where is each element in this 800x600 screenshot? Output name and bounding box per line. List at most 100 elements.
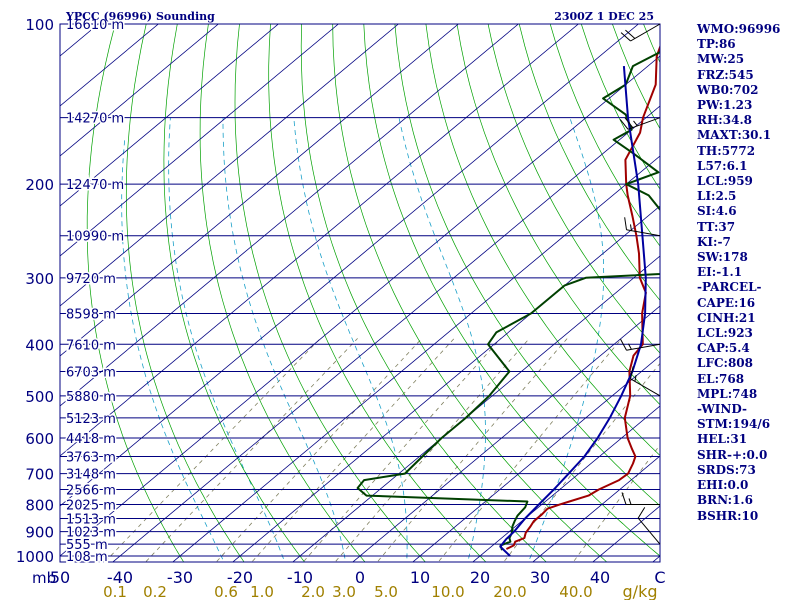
isotherm bbox=[472, 405, 660, 562]
pressure-tick-label: 1000 bbox=[16, 548, 54, 566]
index-line: FRZ:545 bbox=[697, 67, 754, 82]
index-line: STM:194/6 bbox=[697, 417, 771, 432]
background-grid bbox=[60, 24, 660, 562]
wind-barbs bbox=[619, 23, 661, 545]
wind-barb bbox=[630, 366, 661, 397]
mixing-ratio-label: 40.0 bbox=[559, 583, 592, 600]
mixing-ratio-line bbox=[437, 338, 623, 562]
index-line: WMO:96996 bbox=[697, 22, 781, 36]
temp-tick-label: -30 bbox=[167, 568, 193, 587]
wind-barb-flag bbox=[630, 366, 634, 379]
mixing-ratio-label: 20.0 bbox=[493, 583, 526, 600]
wind-barb-staff bbox=[630, 378, 661, 397]
temperature-trace bbox=[505, 44, 660, 550]
temp-tick-label: 40 bbox=[590, 568, 610, 587]
height-label: 3148 m bbox=[66, 468, 116, 483]
indices-panel: WMO:96996 TP:86 MW:25 FRZ:545 WB0:702 PW:1.23… bbox=[697, 22, 797, 524]
height-label: 555 m bbox=[66, 538, 108, 553]
dry-adiabat bbox=[363, 24, 660, 557]
index-line: EL:768 bbox=[697, 371, 745, 386]
mixing-ratio-line bbox=[251, 338, 455, 562]
wind-barb-half-flag bbox=[628, 498, 632, 505]
index-line: WB0:702 bbox=[697, 82, 759, 97]
index-line: KI:-7 bbox=[697, 234, 731, 249]
index-line: HEL:31 bbox=[697, 432, 748, 447]
height-label: 1023 m bbox=[66, 526, 116, 541]
chart-time: 2300Z 1 DEC 25 bbox=[554, 10, 654, 23]
height-label: 2566 m bbox=[66, 484, 116, 499]
temp-tick-label: 30 bbox=[530, 568, 550, 587]
dry-adiabat bbox=[549, 24, 660, 247]
wind-barb-flag bbox=[624, 117, 634, 128]
temp-tick-label: 20 bbox=[470, 568, 490, 587]
height-label: 10990 m bbox=[66, 230, 124, 245]
height-label: 2025 m bbox=[66, 498, 116, 513]
index-line: CAPE:16 bbox=[697, 295, 756, 310]
mixing-ratio-label: 3.0 bbox=[332, 583, 356, 600]
pressure-tick-label: 800 bbox=[25, 496, 54, 514]
pressure-tick-label: 200 bbox=[25, 176, 54, 194]
wind-barb-staff bbox=[627, 117, 661, 130]
isotherm bbox=[60, 24, 519, 407]
pressure-tick-label: 600 bbox=[25, 430, 54, 448]
index-line: SRDS:73 bbox=[697, 462, 756, 477]
index-line: LI:2.5 bbox=[697, 189, 737, 204]
mixing-ratio-label: 0.1 bbox=[103, 583, 127, 600]
height-label: 6703 m bbox=[66, 366, 116, 381]
index-line: MPL:748 bbox=[697, 386, 758, 401]
index-line: PW:1.23 bbox=[697, 98, 753, 113]
height-label: 12470 m bbox=[66, 178, 124, 193]
temp-tick-label: -40 bbox=[107, 568, 133, 587]
index-line: LCL:959 bbox=[697, 174, 753, 189]
wind-barb-staff bbox=[626, 343, 661, 351]
index-line: SW:178 bbox=[697, 250, 748, 265]
isotherm bbox=[412, 355, 660, 562]
height-label: 3763 m bbox=[66, 450, 116, 465]
wind-barb-half-flag bbox=[630, 224, 632, 231]
x-axis-unit: C bbox=[654, 568, 665, 587]
mixing-ratio-label: 1.0 bbox=[250, 583, 274, 600]
isotherm bbox=[60, 24, 219, 157]
height-label: 8598 m bbox=[66, 307, 116, 322]
dry-adiabat bbox=[86, 24, 185, 562]
temp-tick-label: -10 bbox=[287, 568, 313, 587]
mixing-ratio-label: 5.0 bbox=[374, 583, 398, 600]
isotherm bbox=[532, 455, 660, 562]
dry-adiabat bbox=[125, 24, 245, 562]
height-label: 4418 m bbox=[66, 432, 116, 447]
pressure-tick-label: 700 bbox=[25, 466, 54, 484]
index-line: LCL:923 bbox=[697, 326, 753, 341]
index-line: LFC:808 bbox=[697, 356, 753, 371]
wind-barb-flag bbox=[621, 492, 627, 505]
isotherm bbox=[60, 24, 579, 457]
index-line: MW:25 bbox=[697, 52, 745, 67]
temp-tick-label: 10 bbox=[410, 568, 430, 587]
index-line: CAP:5.4 bbox=[697, 341, 750, 356]
wind-barb bbox=[624, 217, 661, 237]
height-label: 16610 m bbox=[66, 18, 124, 33]
index-line: EHI:0.0 bbox=[697, 478, 749, 493]
height-label: 9720 m bbox=[66, 272, 116, 287]
dewpoint-trace bbox=[356, 51, 660, 551]
wind-barb-staff bbox=[630, 23, 661, 42]
pressure-tick-label: 100 bbox=[25, 16, 54, 34]
isotherm bbox=[60, 24, 399, 307]
isotherm bbox=[352, 305, 660, 562]
index-line: BSHR:10 bbox=[697, 508, 759, 523]
wind-barb-half-flag bbox=[627, 343, 632, 350]
wind-barb-half-flag bbox=[633, 120, 638, 127]
height-label: 108 m bbox=[66, 550, 108, 565]
parcel-trace bbox=[499, 66, 647, 557]
mixing-ratio-label: 10.0 bbox=[431, 583, 464, 600]
moist-adiabat bbox=[121, 139, 225, 562]
index-line: -PARCEL- bbox=[697, 280, 762, 295]
temp-tick-label: 50 bbox=[50, 568, 70, 587]
wind-barb bbox=[620, 23, 661, 42]
pressure-tick-label: 500 bbox=[25, 388, 54, 406]
index-line: -WIND- bbox=[697, 402, 747, 417]
index-line: SI:4.6 bbox=[697, 204, 737, 219]
wind-barb-staff bbox=[626, 229, 661, 237]
chart-title: YPCC (96996) Sounding bbox=[65, 10, 215, 23]
